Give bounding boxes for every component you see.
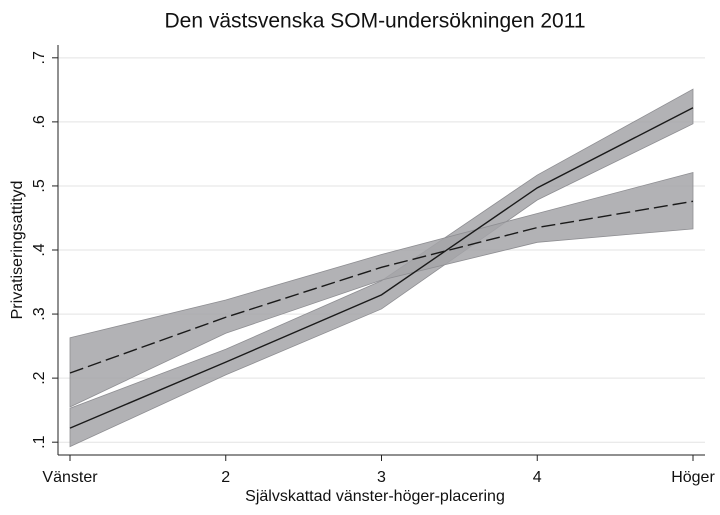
y-tick-label: .2 — [31, 371, 48, 384]
x-axis-label: Självskattad vänster-höger-placering — [245, 488, 505, 505]
x-tick-label: 3 — [377, 469, 386, 486]
y-tick-label: .6 — [31, 115, 48, 128]
x-tick-label: Vänster — [42, 469, 98, 486]
x-tick-label: Höger — [671, 469, 715, 486]
x-tick-label: 2 — [221, 469, 230, 486]
line — [69, 107, 694, 429]
y-tick-label: .3 — [31, 307, 48, 320]
confidence-band — [69, 171, 694, 408]
confidence-band — [69, 88, 694, 448]
y-tick-label: .4 — [31, 243, 48, 256]
y-tick-label: .1 — [31, 435, 48, 448]
line — [69, 200, 694, 374]
x-tick-label: 4 — [533, 469, 542, 486]
y-tick-label: .5 — [31, 179, 48, 192]
y-axis-label: Privatiseringsattityd — [9, 181, 26, 320]
y-tick-label: .7 — [31, 51, 48, 64]
chart-title: Den västsvenska SOM-undersökningen 2011 — [164, 10, 585, 33]
